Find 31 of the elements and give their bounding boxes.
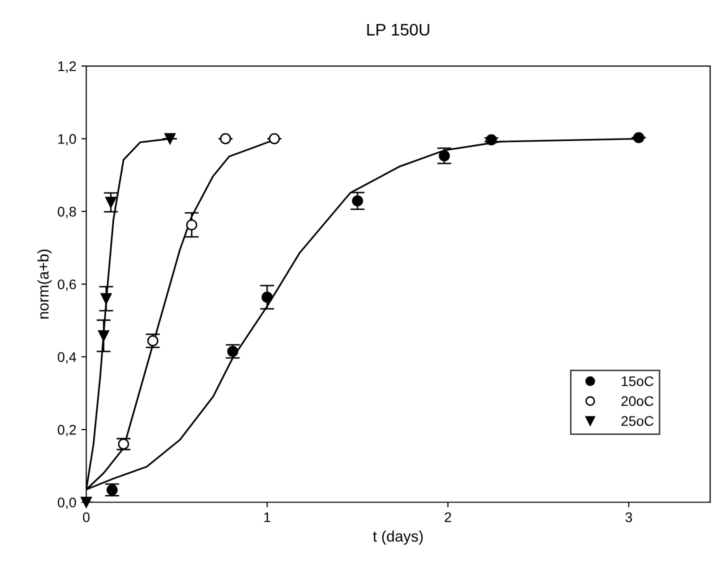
point	[262, 292, 273, 303]
point	[268, 133, 280, 144]
x-tick-label: 2	[444, 512, 452, 522]
point	[98, 330, 110, 342]
point	[105, 196, 116, 208]
legend-label: 20oC	[621, 396, 654, 406]
y-tick-label: 0,6	[58, 279, 76, 291]
point	[633, 132, 644, 144]
x-tick-label: 3	[625, 512, 632, 522]
y-tick-label: 0,2	[58, 424, 76, 436]
point	[106, 484, 118, 496]
y-tick-label: 0,8	[58, 206, 76, 218]
y-axis-title: norm(a+b)	[37, 250, 52, 319]
point	[100, 293, 112, 304]
legend-label: 25oC	[621, 416, 654, 426]
point	[164, 133, 176, 144]
y-tick-label: 0,4	[58, 352, 76, 364]
x-tick-label: 1	[264, 512, 270, 522]
point	[220, 133, 232, 144]
chart-title: LP 150U	[367, 24, 430, 36]
y-tick-label: 0,0	[58, 498, 76, 510]
point	[80, 496, 92, 508]
x-axis-title: t (days)	[372, 530, 423, 545]
legend-label: 15oC	[622, 376, 654, 386]
y-tick-label: 1,0	[58, 134, 76, 146]
point	[186, 219, 198, 230]
point	[486, 134, 497, 146]
point	[438, 150, 450, 162]
point	[352, 195, 364, 206]
y-tick-label: 1,2	[58, 61, 76, 73]
x-tick-label: 0	[82, 512, 90, 522]
